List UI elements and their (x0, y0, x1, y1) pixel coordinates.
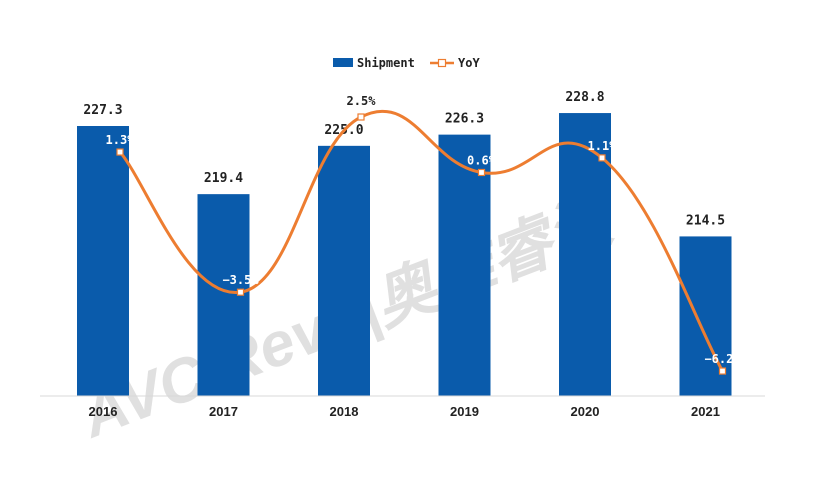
legend-marker-yoy (437, 58, 447, 68)
x-tick-2018: 2018 (330, 404, 359, 419)
bar-label-2017: 219.4 (204, 171, 243, 186)
yoy-point-2020 (598, 154, 606, 162)
yoy-point-2019 (477, 168, 486, 177)
x-tick-2021: 2021 (691, 404, 720, 419)
yoy-point-2021 (718, 367, 727, 375)
bar-2018 (318, 145, 370, 396)
yoy-point-2017 (236, 288, 245, 296)
bar-label-2020: 228.8 (565, 90, 604, 105)
yoy-line (118, 109, 724, 372)
bar-label-2019: 226.3 (445, 112, 484, 127)
yoy-label-2021: −6.2% (704, 352, 741, 366)
legend-label-yoy: YoY (458, 56, 480, 70)
legend-label-shipment: Shipment (357, 56, 415, 70)
yoy-point-2018 (357, 113, 365, 121)
x-tick-2017: 2017 (209, 404, 238, 419)
legend: Shipment YoY (333, 56, 480, 70)
yoy-data-labels: 1.3% −3.5% 2.5% 0.6% 1.1% −6.2% (106, 94, 742, 366)
x-tick-2016: 2016 (89, 404, 118, 419)
x-tick-2019: 2019 (450, 404, 479, 419)
yoy-label-2018: 2.5% (347, 94, 377, 108)
yoy-label-2020: 1.1% (588, 139, 618, 153)
bar-2019 (438, 134, 491, 396)
yoy-series (116, 109, 727, 375)
bar-2016 (77, 126, 129, 396)
yoy-label-2017: −3.5% (222, 273, 259, 287)
yoy-label-2019: 0.6% (467, 153, 497, 167)
yoy-point-2016 (116, 148, 124, 156)
bar-label-2016: 227.3 (83, 103, 122, 118)
legend-swatch-shipment (333, 58, 353, 67)
x-axis-ticks: 2016 2017 2018 2019 2020 2021 (89, 404, 720, 419)
yoy-label-2016: 1.3% (106, 133, 136, 147)
x-tick-2020: 2020 (571, 404, 600, 419)
bar-label-2021: 214.5 (686, 213, 725, 228)
